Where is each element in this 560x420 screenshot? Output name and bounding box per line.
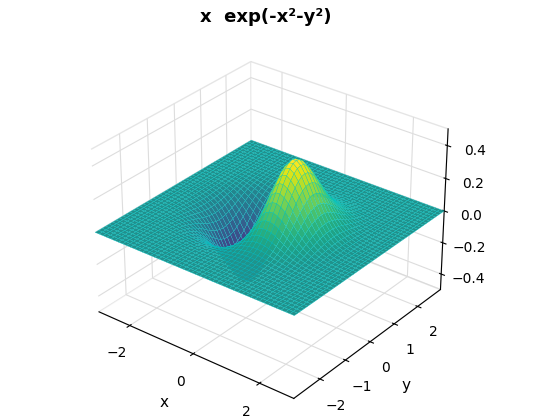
X-axis label: x: x: [160, 395, 169, 410]
Title: x  exp(-x²-y²): x exp(-x²-y²): [200, 8, 332, 26]
Y-axis label: y: y: [402, 378, 410, 393]
